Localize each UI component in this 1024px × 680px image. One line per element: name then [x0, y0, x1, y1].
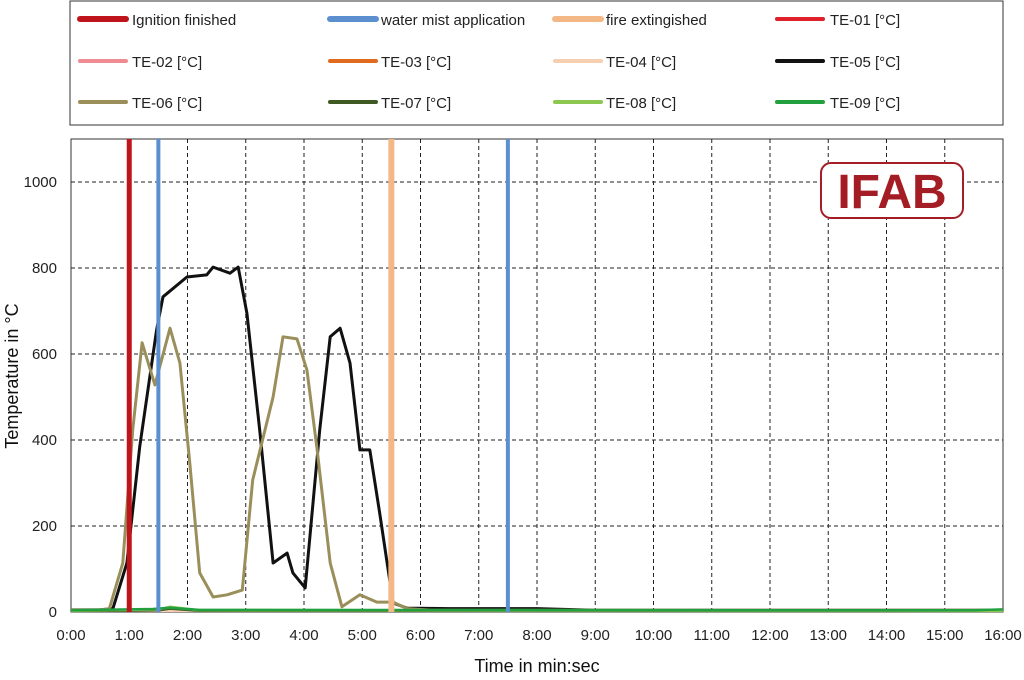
x-tick-label: 13:00 [809, 627, 847, 644]
x-tick-label: 10:00 [635, 627, 673, 644]
marker-layer [126, 139, 510, 612]
x-tick-label: 1:00 [115, 627, 144, 644]
y-tick-label: 0 [49, 604, 57, 621]
x-tick-label: 9:00 [581, 627, 610, 644]
x-tick-label: 12:00 [751, 627, 789, 644]
logo-text: IFAB [837, 166, 946, 219]
x-tick-label: 8:00 [522, 627, 551, 644]
y-axis-label: Temperature in °C [2, 303, 22, 448]
legend-label: TE-06 [°C] [132, 95, 202, 112]
legend-label: TE-03 [°C] [381, 54, 451, 71]
y-tick-label: 200 [32, 518, 57, 535]
x-tick-label: 6:00 [406, 627, 435, 644]
legend-label: TE-09 [°C] [830, 95, 900, 112]
series-line-te-09 [70, 606, 1004, 612]
legend-label: TE-08 [°C] [606, 95, 676, 112]
x-tick-label: 3:00 [231, 627, 260, 644]
y-tick-label: 400 [32, 432, 57, 449]
y-tick-label: 600 [32, 346, 57, 363]
x-tick-label: 2:00 [173, 627, 202, 644]
legend-box [69, 0, 1004, 126]
x-tick-label: 14:00 [868, 627, 906, 644]
y-tick-label: 1000 [24, 174, 57, 191]
x-tick-label: 7:00 [464, 627, 493, 644]
legend: Ignition finished water mist application f… [77, 12, 900, 112]
x-tick-label: 4:00 [289, 627, 318, 644]
legend-label: TE-07 [°C] [381, 95, 451, 112]
x-tick-label: 0:00 [56, 627, 85, 644]
legend-label: TE-01 [°C] [830, 12, 900, 29]
legend-label: TE-04 [°C] [606, 54, 676, 71]
x-tick-label: 5:00 [348, 627, 377, 644]
x-tick-label: 15:00 [926, 627, 964, 644]
legend-label: water mist application [380, 12, 525, 29]
y-tick-label: 800 [32, 260, 57, 277]
legend-label: TE-02 [°C] [132, 54, 202, 71]
x-axis-label: Time in min:sec [474, 656, 599, 676]
x-tick-label: 11:00 [694, 627, 730, 644]
ticks: 0:00 1:00 2:00 3:00 4:00 5:00 6:00 7:00 8:00 9:00… [24, 174, 1022, 644]
legend-label: fire extingished [606, 12, 707, 29]
x-tick-label: 16:00 [984, 627, 1022, 644]
ifab-logo: IFAB [820, 162, 964, 219]
legend-label: Ignition finished [132, 12, 236, 29]
series-line-te-06 [71, 326, 1003, 612]
legend-label: TE-05 [°C] [830, 54, 900, 71]
